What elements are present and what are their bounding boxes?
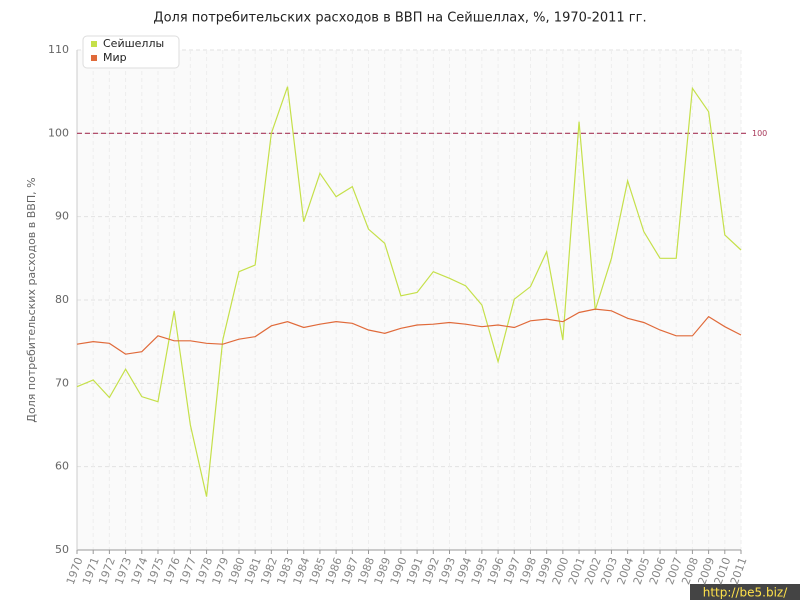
watermark-bg [690,584,800,600]
series-line [76,308,742,355]
legend-label: Сейшеллы [103,37,164,50]
y-tick-label: 110 [48,43,69,56]
y-tick-label: 70 [55,376,69,389]
watermark: http://be5.biz/ [703,586,788,600]
y-tick-label: 50 [55,543,69,556]
y-tick-label: 100 [48,126,69,139]
legend-box [82,35,180,69]
y-tick-label: 90 [55,210,69,223]
legend-swatch [91,55,97,61]
y-tick-label: 60 [55,460,69,473]
y-axis-label: Доля потребительских расходов в ВВП, % [25,177,38,422]
reference-label: 100 [752,129,767,138]
series-line [76,86,742,497]
chart-title: Доля потребительских расходов в ВВП на С… [153,11,646,26]
legend-label: Мир [103,51,127,64]
legend-swatch [91,41,97,47]
y-tick-label: 80 [55,293,69,306]
